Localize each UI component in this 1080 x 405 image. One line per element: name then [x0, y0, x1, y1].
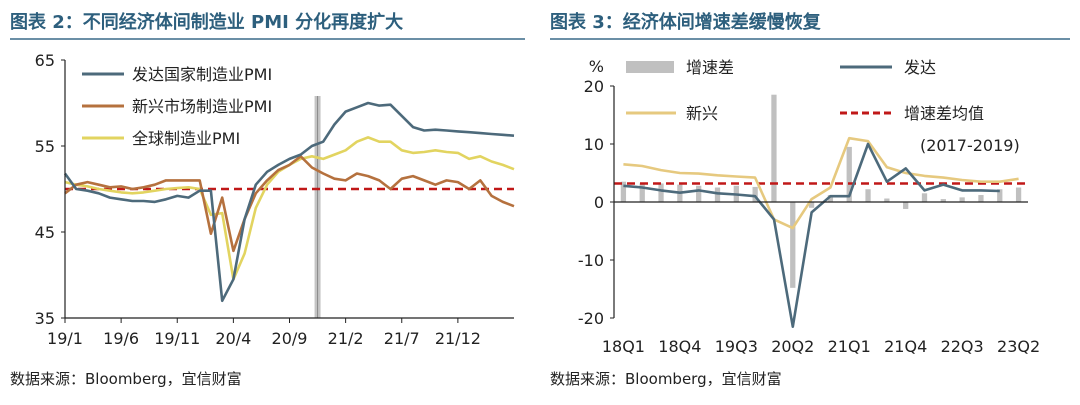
gap-bar [997, 189, 1003, 202]
x-tick-label: 21Q4 [884, 337, 927, 356]
gap-bar [696, 185, 702, 202]
series-line-0 [63, 101, 515, 303]
left-chart-source: 数据来源：Bloomberg，宜信财富 [10, 370, 242, 388]
gap-bar [921, 193, 928, 202]
x-tick-label: 20Q2 [771, 337, 814, 356]
y-tick-label: 65 [35, 51, 55, 70]
y-axis-unit: % [589, 57, 604, 76]
x-tick-label: 19Q3 [715, 337, 758, 356]
legend-label-average: 增速差均值 [904, 104, 984, 123]
series-line-1 [623, 136, 1019, 230]
x-tick-label: 21/2 [328, 329, 364, 348]
gap-bar [884, 198, 890, 202]
left-chart-title: 图表 2：不同经济体间制造业 PMI 分化再度扩大 [10, 12, 404, 33]
series-line-1 [64, 155, 515, 253]
legend-swatch-gap [626, 61, 674, 73]
x-tick-label: 20/9 [272, 329, 308, 348]
y-tick-label: -10 [578, 251, 604, 270]
x-tick-label: 21/7 [384, 329, 420, 348]
gap-bar [620, 181, 627, 202]
gap-bar [978, 195, 984, 202]
gap-bar [903, 202, 909, 209]
right-title-underline [550, 38, 1070, 40]
gap-bar [771, 94, 777, 202]
y-tick-label: 10 [584, 135, 604, 154]
gap-bar [865, 189, 871, 202]
x-tick-label: 19/11 [154, 329, 200, 348]
x-tick-label: 18Q1 [602, 337, 645, 356]
gap-bar [658, 183, 664, 202]
x-tick-label: 19/6 [103, 329, 139, 348]
series-line-0 [623, 142, 1000, 328]
left-title-underline [10, 38, 525, 40]
legend-label-gap: 增速差 [686, 58, 734, 77]
right-chart-panel: 图表 3：经济体间增速差缓慢恢复 % -20 -10 0 10 20 18Q1 18Q4 19Q… [540, 0, 1080, 405]
legend-label-developed: 发达 [904, 58, 936, 77]
x-tick-label: 20/4 [215, 329, 251, 348]
x-tick-label: 22Q3 [941, 337, 984, 356]
legend-label: 发达国家制造业PMI [132, 65, 272, 84]
left-chart-svg: 35 45 55 65 19/1 19/6 19/11 20/4 20/9 21/2 21/7 21/… [35, 51, 515, 348]
gap-bar [714, 187, 721, 202]
y-tick-label: 20 [584, 77, 604, 96]
gap-bar [846, 146, 852, 202]
x-tick-label: 23Q2 [997, 337, 1040, 356]
left-chart-panel: 图表 2：不同经济体间制造业 PMI 分化再度扩大 35 45 55 65 19/1 19… [0, 0, 535, 405]
gap-bar [1015, 187, 1022, 202]
gap-bar [752, 186, 758, 202]
x-tick-label: 21/12 [435, 329, 481, 348]
gap-bar [808, 202, 815, 208]
y-tick-label: 45 [35, 223, 55, 242]
gap-bar [959, 197, 965, 202]
right-chart-source: 数据来源：Bloomberg，宜信财富 [550, 370, 782, 388]
legend-label: 全球制造业PMI [132, 129, 240, 148]
x-tick-label: 18Q4 [658, 337, 701, 356]
right-chart-title: 图表 3：经济体间增速差缓慢恢复 [550, 12, 821, 33]
y-tick-label: -20 [578, 309, 604, 328]
legend-label-emerging: 新兴 [686, 104, 718, 123]
gap-bar [827, 195, 834, 202]
legend-note-average: (2017-2019) [920, 136, 1020, 155]
gap-bar [639, 183, 645, 202]
x-tick-label: 21Q1 [828, 337, 871, 356]
gap-bar [790, 202, 796, 288]
y-tick-label: 35 [35, 309, 55, 328]
x-tick-label: 19/1 [47, 329, 83, 348]
y-tick-label: 55 [35, 137, 55, 156]
gap-bar [940, 199, 946, 202]
y-tick-label: 0 [594, 193, 604, 212]
right-chart-svg: % -20 -10 0 10 20 18Q1 18Q4 19Q3 20Q2 21Q1 21Q4 22Q3… [578, 57, 1040, 356]
legend-label: 新兴市场制造业PMI [132, 97, 272, 116]
